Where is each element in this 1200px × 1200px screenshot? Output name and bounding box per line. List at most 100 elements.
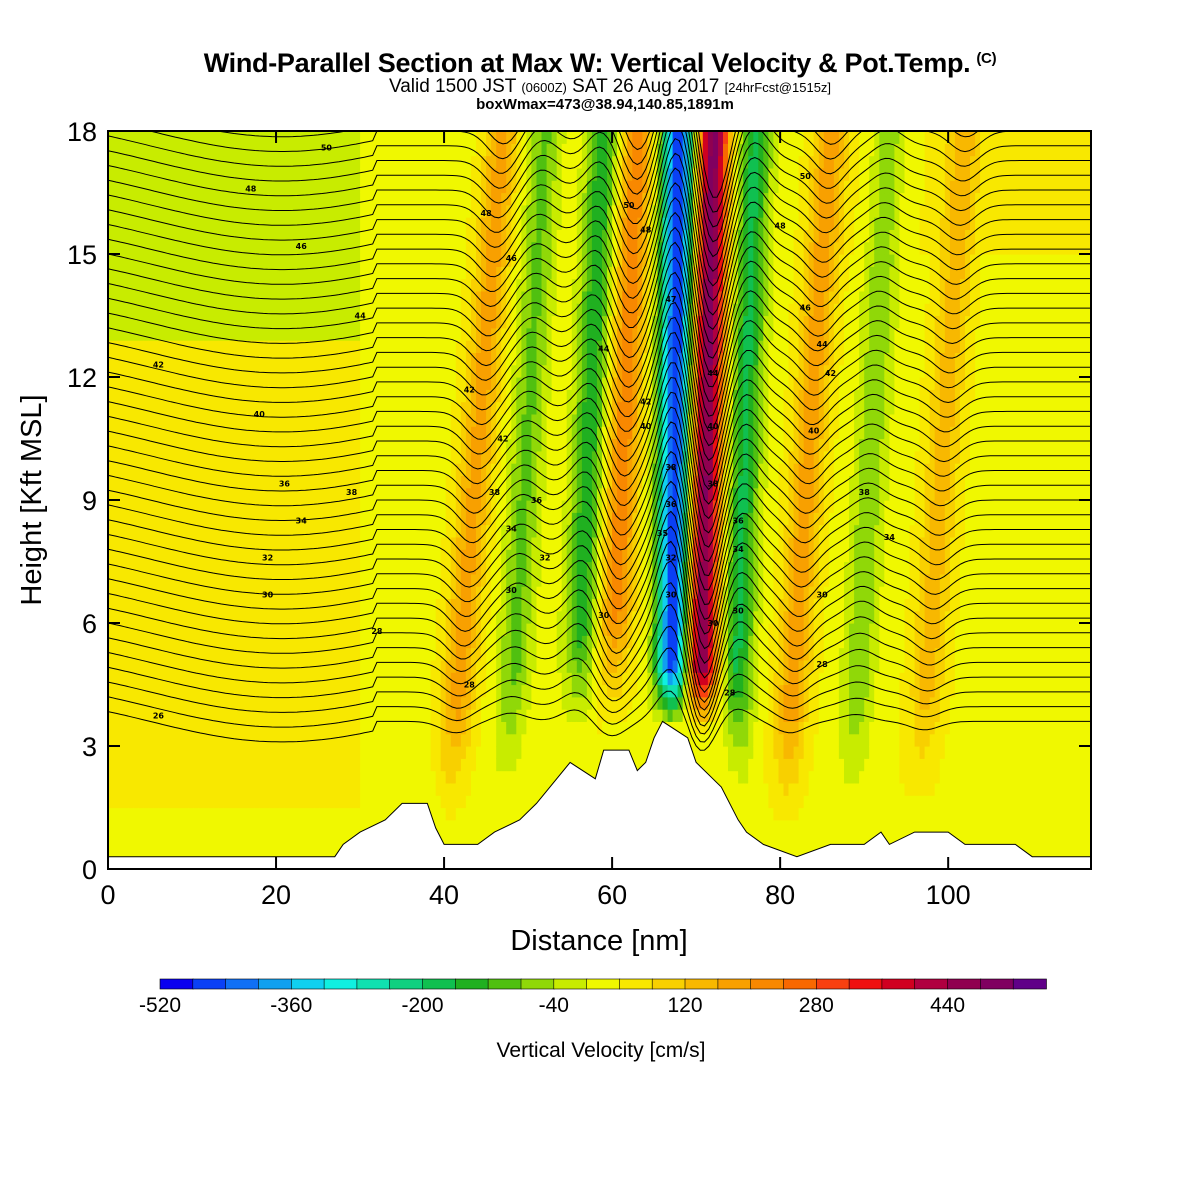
velocity-cell (355, 327, 361, 341)
velocity-cell (304, 819, 311, 833)
velocity-cell (269, 647, 275, 661)
velocity-cell (193, 352, 200, 366)
velocity-cell (143, 770, 149, 784)
velocity-cell (153, 684, 159, 698)
velocity-cell (324, 770, 331, 784)
velocity-cell (521, 512, 527, 526)
velocity-cell (294, 352, 301, 366)
velocity-cell (506, 659, 512, 673)
velocity-cell (501, 389, 507, 403)
velocity-cell (476, 290, 482, 304)
velocity-cell (319, 832, 326, 845)
velocity-cell (309, 635, 316, 649)
velocity-cell (188, 278, 195, 292)
velocity-cell (289, 647, 296, 661)
velocity-cell (254, 450, 260, 464)
velocity-cell (223, 721, 230, 735)
velocity-cell (430, 364, 437, 378)
velocity-cell (334, 389, 341, 403)
velocity-cell (410, 672, 417, 686)
velocity-cell (239, 598, 245, 612)
velocity-cell (430, 709, 437, 722)
velocity-cell (380, 487, 386, 501)
velocity-cell (324, 426, 331, 440)
velocity-cell (370, 131, 376, 144)
velocity-cell (440, 192, 447, 206)
velocity-cell (450, 770, 457, 784)
velocity-cell (355, 463, 361, 476)
velocity-cell (188, 438, 195, 452)
velocity-cell (339, 364, 346, 378)
velocity-cell (148, 377, 154, 390)
velocity-cell (234, 709, 240, 722)
velocity-cell (339, 143, 346, 157)
velocity-cell (329, 647, 336, 661)
velocity-cell (471, 819, 477, 833)
velocity-cell (299, 229, 306, 243)
velocity-cell (425, 709, 432, 722)
velocity-cell (319, 352, 326, 366)
velocity-cell (355, 340, 361, 353)
velocity-cell (113, 758, 119, 772)
velocity-cell (476, 204, 482, 218)
velocity-cell (355, 549, 361, 563)
velocity-cell (450, 266, 457, 280)
velocity-cell (360, 352, 366, 366)
velocity-cell (294, 217, 301, 230)
velocity-cell (148, 807, 154, 821)
velocity-cell (294, 315, 301, 329)
velocity-cell (465, 192, 472, 206)
velocity-cell (455, 180, 462, 194)
velocity-cell (511, 278, 517, 292)
velocity-cell (254, 758, 260, 772)
velocity-cell (279, 143, 285, 157)
velocity-cell (339, 389, 346, 403)
velocity-cell (465, 549, 472, 563)
velocity-cell (385, 278, 391, 292)
velocity-cell (425, 167, 432, 181)
velocity-cell (334, 278, 341, 292)
velocity-cell (350, 401, 356, 415)
velocity-cell (279, 795, 285, 809)
velocity-cell (370, 475, 376, 489)
velocity-cell (365, 241, 371, 255)
velocity-cell (213, 413, 220, 427)
velocity-cell (153, 426, 159, 440)
velocity-cell (113, 795, 119, 809)
velocity-cell (481, 819, 487, 833)
velocity-cell (455, 254, 462, 267)
velocity-cell (289, 463, 296, 476)
velocity-cell (440, 487, 447, 501)
velocity-cell (430, 536, 437, 550)
velocity-cell (486, 659, 492, 673)
velocity-cell (314, 426, 321, 440)
velocity-cell (239, 229, 245, 243)
velocity-cell (284, 463, 290, 476)
velocity-cell (465, 266, 472, 280)
velocity-cell (178, 167, 185, 181)
velocity-cell (385, 672, 391, 686)
velocity-cell (476, 758, 482, 772)
velocity-cell (445, 721, 452, 735)
velocity-cell (476, 426, 482, 440)
velocity-cell (269, 340, 275, 353)
velocity-cell (123, 229, 129, 243)
velocity-cell (218, 709, 225, 722)
velocity-cell (289, 635, 296, 649)
velocity-cell (279, 746, 285, 759)
velocity-cell (178, 746, 185, 759)
velocity-cell (223, 180, 230, 194)
velocity-cell (108, 524, 114, 538)
velocity-cell (501, 487, 507, 501)
velocity-cell (476, 364, 482, 378)
velocity-cell (415, 536, 422, 550)
velocity-cell (445, 180, 452, 194)
velocity-cell (350, 586, 356, 599)
velocity-cell (188, 377, 195, 390)
velocity-cell (350, 733, 356, 747)
velocity-cell (445, 475, 452, 489)
velocity-cell (183, 204, 190, 218)
velocity-cell (415, 573, 422, 587)
velocity-cell (339, 352, 346, 366)
velocity-cell (198, 536, 205, 550)
